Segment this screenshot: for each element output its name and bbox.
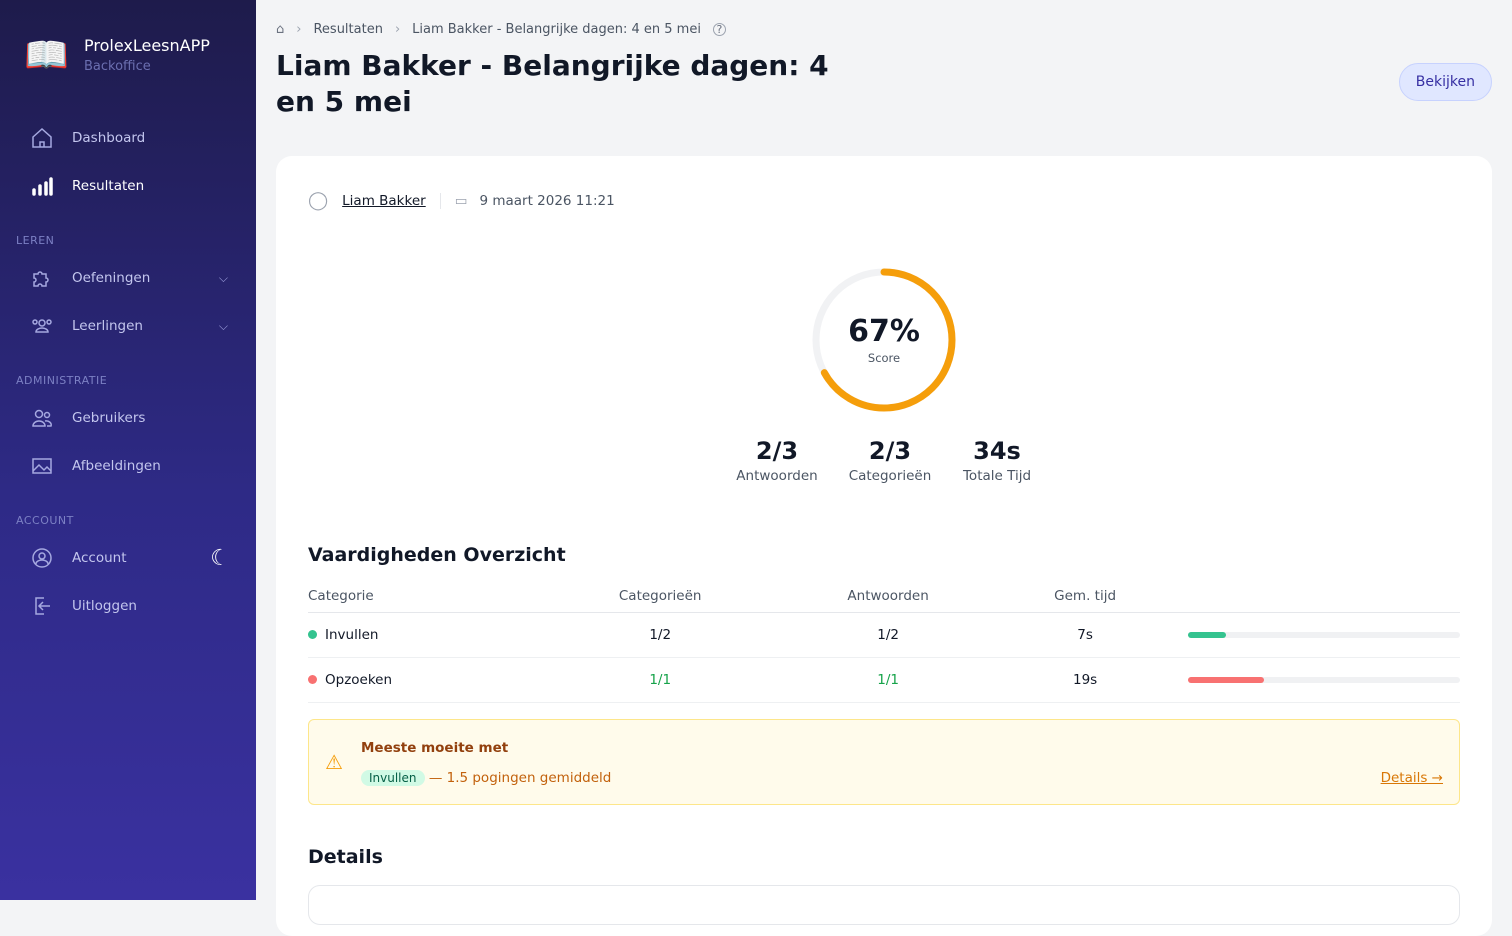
puzzle-icon [33,271,49,287]
home-icon[interactable]: ⌂ [276,22,285,37]
table-row: Opzoeken 1/1 1/1 19s [308,657,1460,703]
image-icon [32,458,52,474]
progress-bar [1188,676,1460,683]
section-label: LEREN [16,234,55,247]
stat-categorieen: 2/3 Categorieën [848,437,932,484]
sidebar-item-label: Dashboard [72,130,146,146]
sidebar-item-label: Afbeeldingen [72,458,161,474]
users-group-icon [32,319,52,333]
score-label: Score [867,351,901,365]
skills-table: Categorie Categorieën Antwoorden Gem. tijd … [308,580,1460,703]
details-link[interactable]: Details → [1380,770,1443,786]
chevron-down-icon[interactable]: ⌵ [218,270,228,285]
details-panel [308,885,1460,925]
sidebar-item-label: Oefeningen [72,270,151,286]
sidebar: 📖 ProlexLeesnAPP Backoffice Dashboard Re… [0,0,256,900]
score-value: 67% [848,314,920,349]
score-ring-fill [812,268,956,412]
moon-icon[interactable]: ☾ [210,545,230,571]
difficulty-alert: ⚠ Meeste moeite met Invullen — 1.5 pogin… [308,719,1460,805]
score-ring [812,268,956,412]
sidebar-item-gebruikers[interactable]: Gebruikers [0,398,256,438]
alert-title: Meeste moeite met [361,740,509,756]
user-circle-icon: ◯ [308,190,329,211]
page-title: Liam Bakker - Belangrijke dagen: 4 en 5 … [276,49,829,118]
app-subtitle: Backoffice [84,59,151,74]
status-dot [308,674,317,684]
student-link[interactable]: Liam Bakker [342,192,426,209]
chevron-right-icon: › [296,22,302,37]
section-label: ADMINISTRATIE [16,374,108,387]
progress-bar [1188,631,1460,638]
result-meta: ◯ Liam Bakker ▭ 9 maart 2026 11:21 [308,190,615,211]
table-row: Invullen 1/2 1/2 7s [308,612,1460,658]
sidebar-item-dashboard[interactable]: Dashboard [0,118,256,158]
home-icon [32,127,52,148]
sidebar-item-label: Leerlingen [72,318,143,334]
book-logo-icon: 📖 [24,35,69,76]
help-icon[interactable]: ? [712,23,726,36]
sidebar-item-label: Resultaten [72,178,145,194]
chevron-right-icon: › [394,22,401,37]
details-title: Details [308,846,383,868]
sidebar-item-uitloggen[interactable]: Uitloggen [0,586,256,626]
sidebar-item-oefeningen[interactable]: Oefeningen ⌵ [0,258,256,298]
status-dot [308,629,317,639]
sidebar-item-label: Gebruikers [72,410,146,426]
alert-text: — 1.5 pogingen gemiddeld [428,770,612,786]
result-date: 9 maart 2026 11:21 [479,192,615,209]
calendar-icon: ▭ [454,192,468,209]
user-circle-icon [32,548,52,568]
logout-icon [35,597,50,615]
app-title: ProlexLeesnAPP [84,36,210,55]
sidebar-item-leerlingen[interactable]: Leerlingen ⌵ [0,306,256,346]
section-label: ACCOUNT [16,514,74,527]
stat-antwoorden: 2/3 Antwoorden [736,437,818,484]
breadcrumb: ⌂ › Resultaten › Liam Bakker - Belangrijke… [276,22,726,37]
sidebar-item-account[interactable]: Account ☾ [0,538,256,578]
chevron-down-icon[interactable]: ⌵ [218,318,228,333]
breadcrumb-resultaten[interactable]: Resultaten [313,22,383,37]
skills-title: Vaardigheden Overzicht [308,544,566,566]
divider [439,192,441,209]
sidebar-item-label: Account [72,550,127,566]
result-card [276,156,1492,936]
view-button[interactable]: Bekijken [1398,63,1492,101]
bar-chart-icon [32,177,53,196]
sidebar-item-afbeeldingen[interactable]: Afbeeldingen [0,446,256,486]
stat-totale-tijd: 34s Totale Tijd [962,437,1032,484]
sidebar-item-label: Uitloggen [72,598,137,614]
sidebar-item-resultaten[interactable]: Resultaten [0,166,256,206]
breadcrumb-current: Liam Bakker - Belangrijke dagen: 4 en 5 … [412,22,701,37]
warning-icon: ⚠ [325,750,343,774]
category-badge: Invullen [361,770,425,786]
users-icon [32,409,52,427]
